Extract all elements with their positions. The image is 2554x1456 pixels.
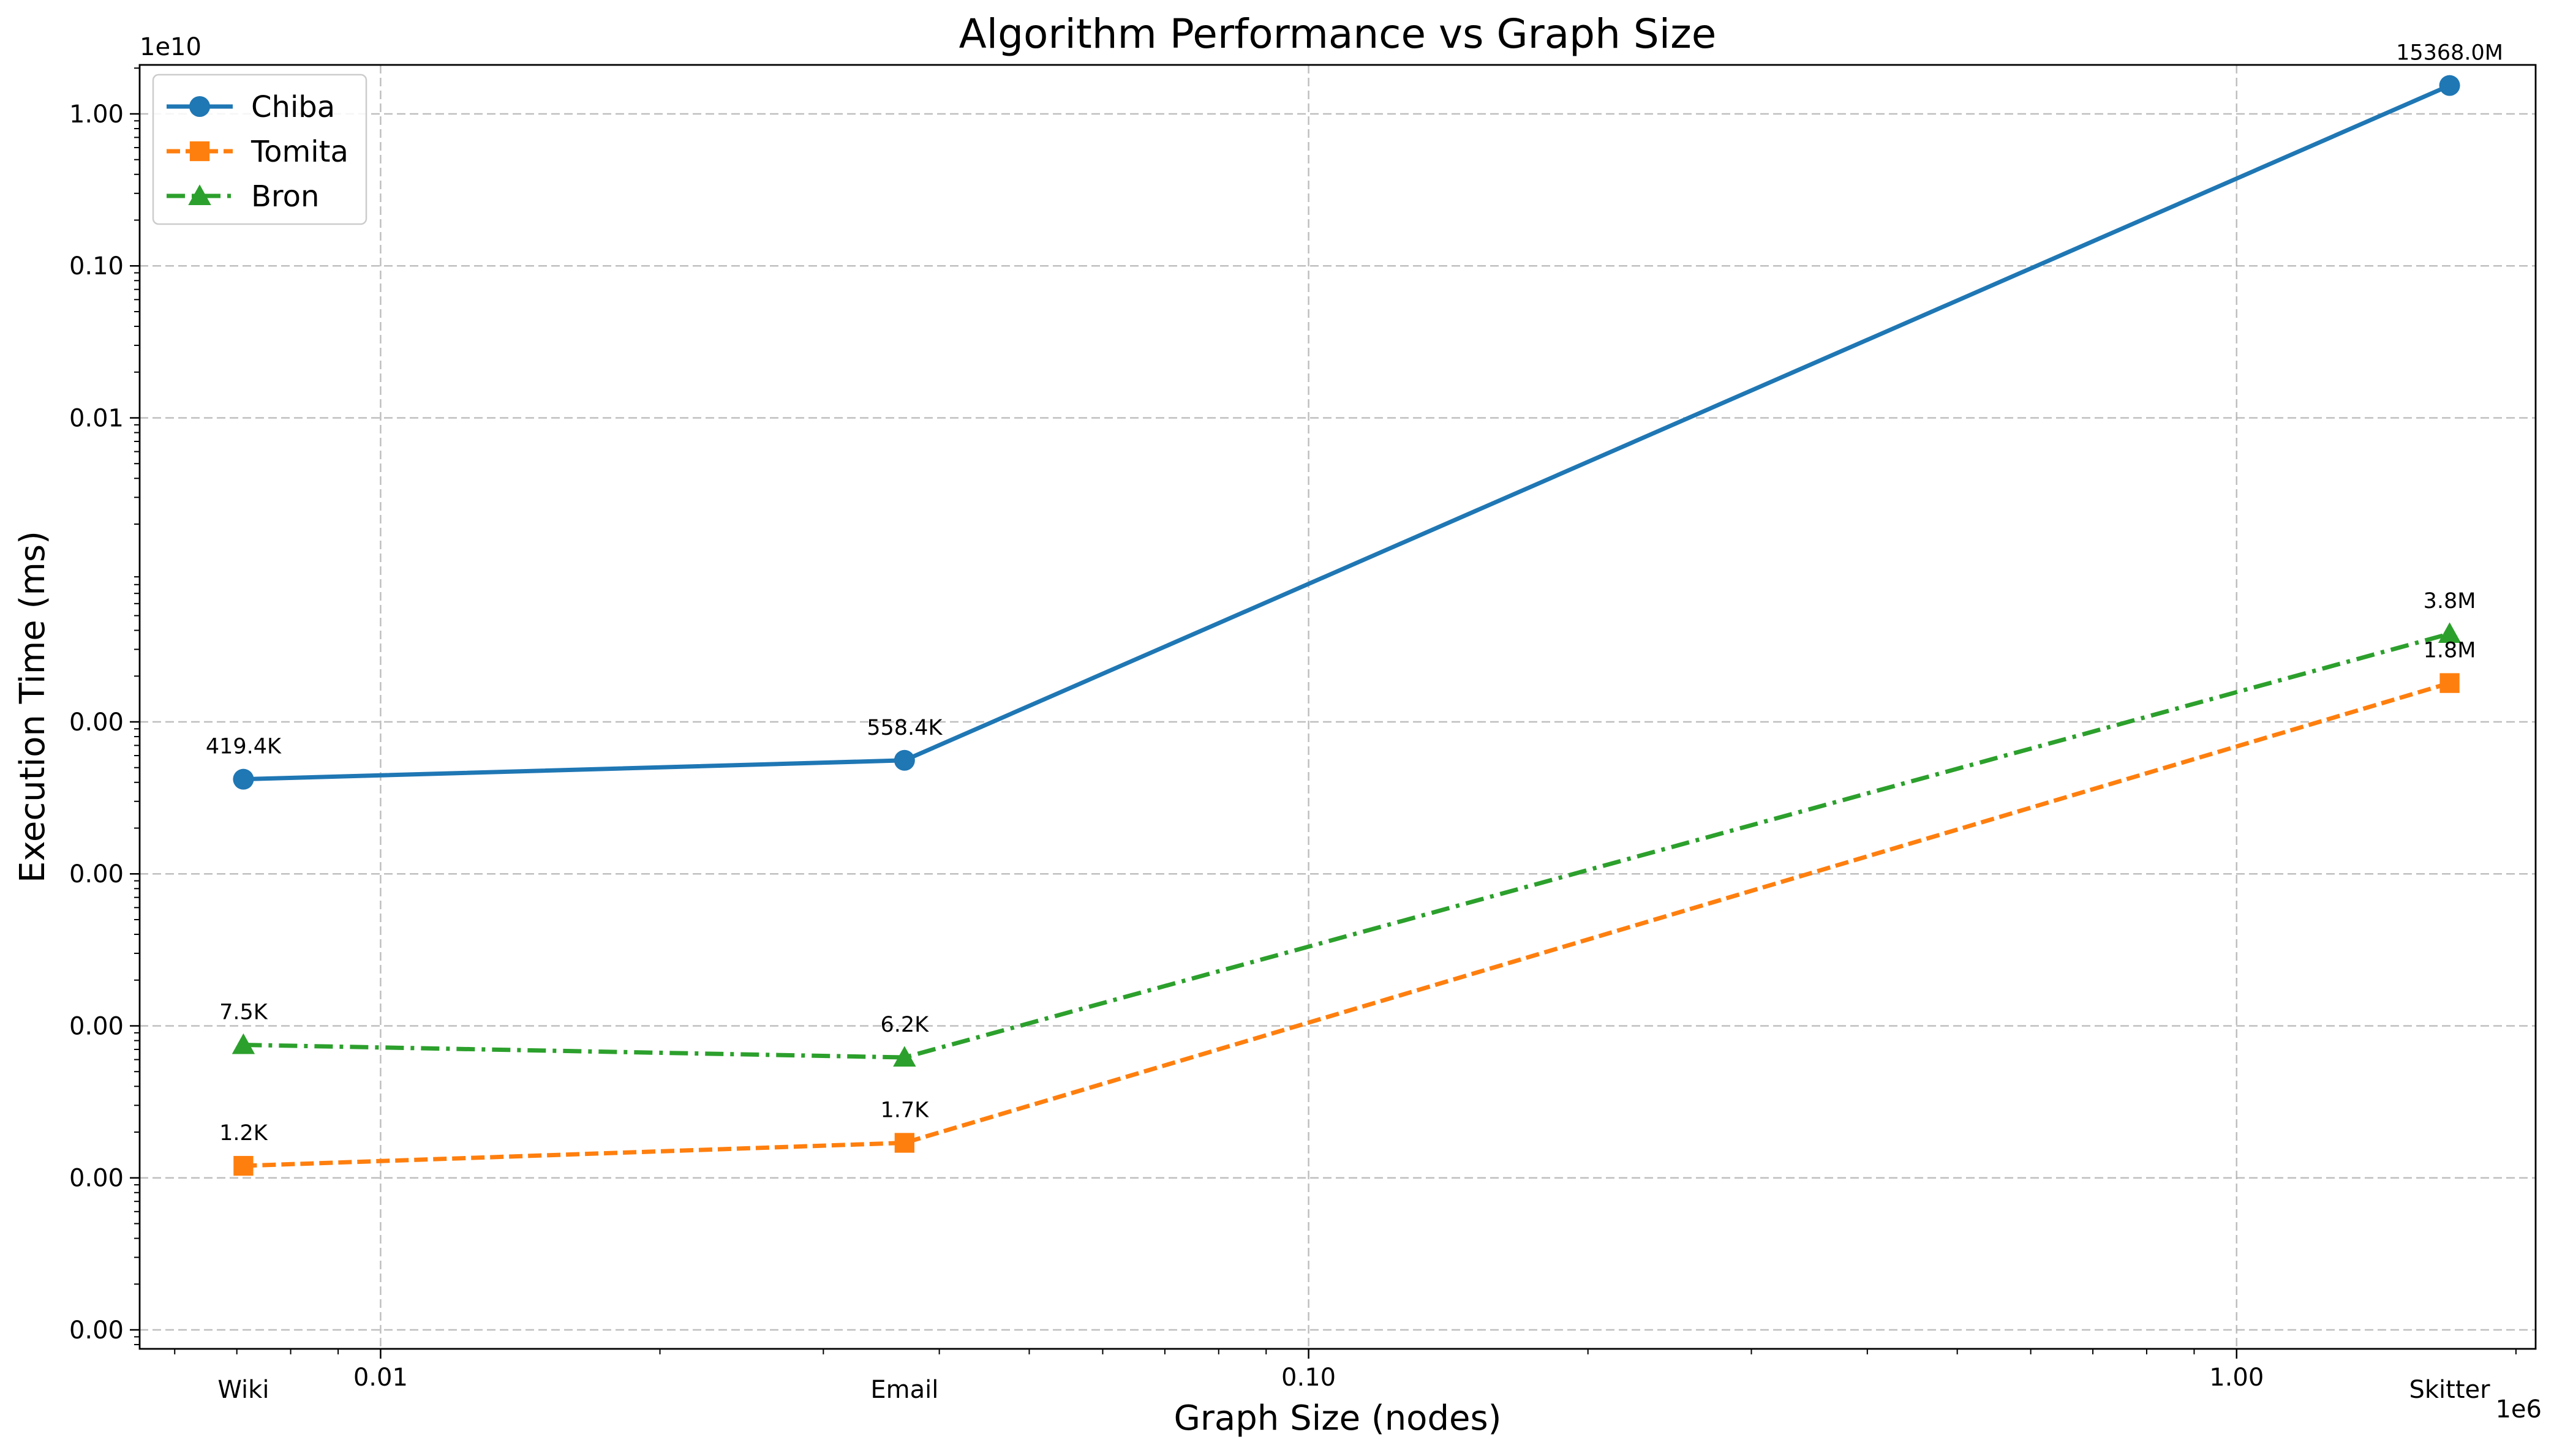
data-label-chiba: 419.4K [206, 735, 282, 759]
tick-layer: 0.01 0.10 1.00 0.00 0.00 0.00 0.00 0.00 0.01 0.10… [69, 67, 2517, 1404]
legend-marker-tomita [189, 141, 210, 162]
data-label-bron: 6.2K [881, 1013, 930, 1037]
data-label-tomita: 1.2K [219, 1121, 268, 1146]
category-label: Wiki [217, 1376, 269, 1404]
legend-label-chiba: Chiba [251, 90, 335, 124]
data-point-chiba [233, 768, 254, 790]
data-label-bron: 7.5K [219, 1000, 268, 1025]
category-label: Skitter [2409, 1376, 2491, 1404]
y-tick-label: 0.10 [69, 252, 124, 280]
data-point-bron [232, 1033, 255, 1054]
data-label-tomita: 1.8M [2424, 639, 2476, 663]
legend-label-tomita: Tomita [251, 135, 348, 169]
data-point-chiba [894, 749, 915, 771]
series-line-bron [243, 631, 2450, 1060]
y-tick-label: 0.00 [69, 860, 124, 888]
category-label: Email [870, 1376, 938, 1404]
legend-label-bron: Bron [251, 179, 319, 214]
data-point-bron [893, 1046, 916, 1067]
y-tick-label: 0.00 [69, 708, 124, 737]
y-tick-label: 0.01 [69, 404, 124, 432]
grid-layer [140, 65, 2536, 1349]
x-axis-offset-text: 1e6 [2495, 1395, 2542, 1424]
data-label-chiba: 558.4K [867, 716, 943, 740]
series-line-tomita [243, 681, 2450, 1168]
y-axis-label: Execution Time (ms) [13, 531, 53, 883]
y-tick-label: 0.00 [69, 1165, 124, 1193]
y-tick-label: 1.00 [69, 100, 124, 129]
legend-marker-bron [188, 184, 211, 205]
data-point-bron [2438, 622, 2462, 644]
data-label-tomita: 1.7K [881, 1098, 930, 1123]
data-label-bron: 3.8M [2424, 589, 2476, 614]
data-point-chiba [2439, 75, 2460, 96]
series-layer [232, 75, 2462, 1176]
x-tick-label: 0.01 [353, 1364, 408, 1392]
data-point-tomita [894, 1133, 914, 1153]
y-axis-offset-text: 1e10 [140, 33, 202, 61]
plot-frame [138, 64, 2537, 1350]
x-axis-label: Graph Size (nodes) [1174, 1398, 1502, 1438]
x-tick-label: 1.00 [2209, 1364, 2264, 1392]
y-tick-label: 0.00 [69, 1012, 124, 1040]
series-tomita [233, 673, 2460, 1176]
series-chiba [233, 75, 2460, 790]
chart-title: Algorithm Performance vs Graph Size [959, 10, 1717, 58]
x-tick-label: 0.10 [1281, 1364, 1336, 1392]
data-label-layer: 419.4K 558.4K 15368.0M 1.2K 1.7K 1.8M 7.5K 6.2K… [206, 41, 2503, 1146]
series-line-chiba [243, 83, 2450, 782]
data-point-tomita [2439, 673, 2460, 693]
y-tick-label: 0.00 [69, 1316, 124, 1345]
data-label-chiba: 15368.0M [2396, 41, 2503, 66]
data-point-tomita [233, 1155, 254, 1176]
legend-marker-chiba [189, 96, 210, 117]
legend: Chiba Tomita Bron [152, 73, 367, 225]
series-bron [232, 622, 2462, 1067]
